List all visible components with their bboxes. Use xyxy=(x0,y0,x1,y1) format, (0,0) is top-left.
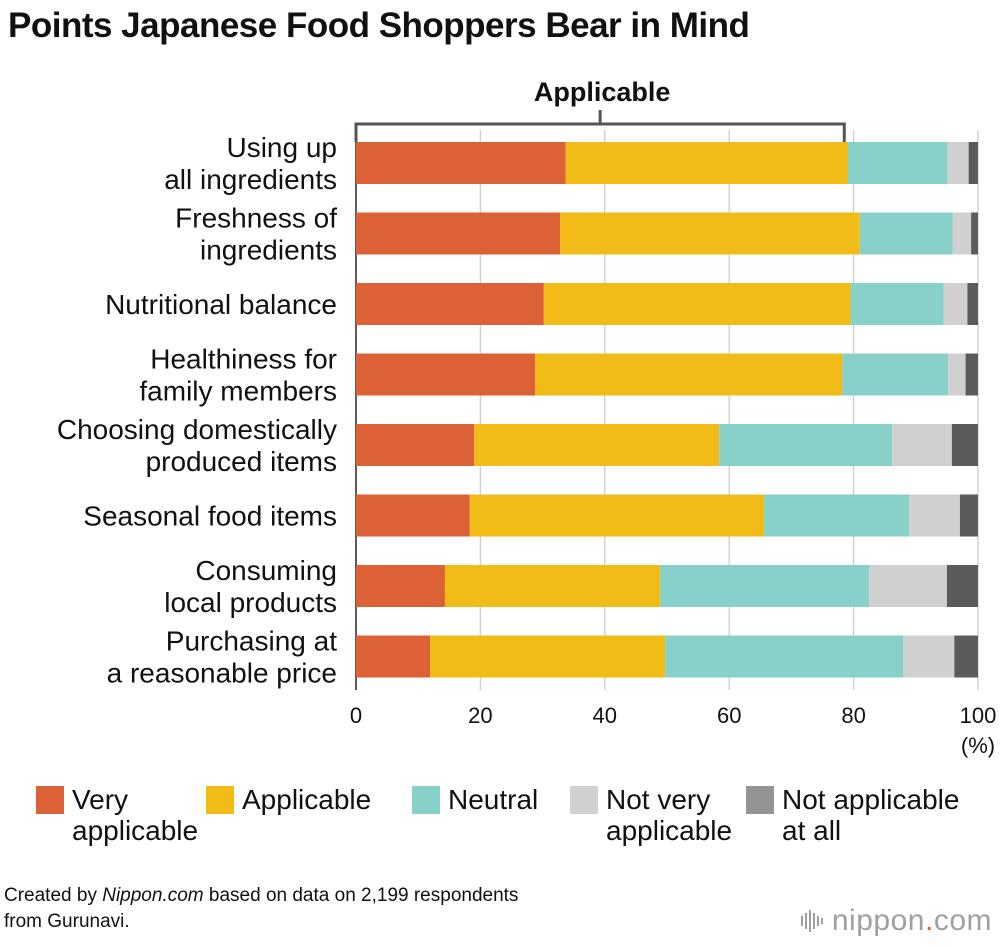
bar-segment xyxy=(665,635,904,678)
bar-segment xyxy=(947,142,969,184)
category-label: Seasonal food items xyxy=(83,501,337,532)
category-label: Healthiness for xyxy=(150,344,337,375)
source-prefix: Created by xyxy=(4,885,103,906)
category-label: produced items xyxy=(146,446,337,477)
legend-swatch xyxy=(36,786,64,814)
x-tick-label: 80 xyxy=(841,703,865,728)
legend-label: Very applicable xyxy=(72,784,199,846)
bar-segment xyxy=(842,353,949,396)
x-tick-label: 0 xyxy=(350,703,362,728)
bar-segment xyxy=(848,142,948,184)
bar-segment xyxy=(892,424,952,466)
source-site: Nippon.com xyxy=(102,885,204,906)
category-label: Freshness of xyxy=(175,203,337,234)
bar-segment xyxy=(719,424,893,466)
bar-segment xyxy=(356,353,536,396)
bar-segment xyxy=(356,494,470,537)
bar-segment xyxy=(430,635,666,678)
bar-segment xyxy=(967,283,978,325)
logo-dot: . xyxy=(924,904,934,937)
legend-label: Not very applicable xyxy=(606,784,733,846)
sound-wave-icon xyxy=(800,910,823,932)
category-label: a reasonable price xyxy=(107,658,337,689)
nippon-logo: nippon. com xyxy=(800,904,992,938)
applicable-bracket xyxy=(354,110,846,142)
source-suffix: based on data on 2,199 respondents xyxy=(203,885,519,906)
bar-segment xyxy=(951,424,978,466)
bar-segment xyxy=(469,494,765,537)
legend-swatch xyxy=(206,786,234,814)
x-tick-label: 100 xyxy=(960,703,997,728)
category-label: all ingredients xyxy=(164,164,337,195)
bar-segment xyxy=(356,142,566,184)
legend-label: Applicable xyxy=(242,784,372,815)
category-label: ingredients xyxy=(200,235,337,266)
source-note: Created by Nippon.com based on data on 2… xyxy=(4,883,518,935)
bar-segment xyxy=(764,494,909,537)
category-label: Choosing domestically xyxy=(57,414,337,445)
bar-segment xyxy=(356,565,445,607)
chart-legend: Very applicable Applicable Neutral Not very… xyxy=(0,784,1000,854)
bar-segment xyxy=(869,565,947,607)
bar-segment xyxy=(565,142,849,184)
legend-item: Not very applicable xyxy=(570,784,732,846)
legend-swatch xyxy=(412,786,440,814)
bar-segment xyxy=(356,283,544,325)
bar-segment xyxy=(859,212,953,255)
bar-segment xyxy=(660,565,870,607)
legend-swatch xyxy=(746,786,774,814)
bar-segment xyxy=(952,212,972,255)
bar-segment xyxy=(946,565,978,607)
legend-label: Not applicable at all xyxy=(782,784,960,846)
category-label: Purchasing at xyxy=(166,626,337,657)
x-unit-label: (%) xyxy=(961,733,995,758)
bar-segment xyxy=(543,283,851,325)
bar-segment xyxy=(560,212,860,255)
x-tick-label: 60 xyxy=(717,703,741,728)
category-label: Nutritional balance xyxy=(105,289,337,320)
logo-tld: com xyxy=(933,904,992,937)
legend-item: Applicable xyxy=(206,784,371,815)
x-tick-label: 40 xyxy=(593,703,617,728)
legend-swatch xyxy=(570,786,598,814)
chart-title: Points Japanese Food Shoppers Bear in Mi… xyxy=(8,6,750,45)
bar-segment xyxy=(903,635,955,678)
legend-item: Very applicable xyxy=(36,784,198,846)
bar-segment xyxy=(948,353,966,396)
bar-segment xyxy=(444,565,661,607)
bar-segment xyxy=(356,635,431,678)
bar-segment xyxy=(959,494,978,537)
bar-segment xyxy=(535,353,843,396)
bar-segment xyxy=(971,212,978,255)
bar-segment xyxy=(943,283,968,325)
category-label: Using up xyxy=(226,132,337,163)
bar-segment xyxy=(954,635,978,678)
bar-segment xyxy=(968,142,978,184)
bar-segment xyxy=(850,283,944,325)
legend-item: Not applicable at all xyxy=(746,784,959,846)
logo-name: nippon xyxy=(831,904,925,937)
bracket-label: Applicable xyxy=(534,77,671,107)
bar-segment xyxy=(965,353,978,396)
category-label: local products xyxy=(164,587,337,618)
bar-segment xyxy=(356,212,561,255)
bar-segment xyxy=(474,424,720,466)
category-label: family members xyxy=(139,376,337,407)
bar-segment xyxy=(908,494,960,537)
legend-item: Neutral xyxy=(412,784,538,815)
legend-label: Neutral xyxy=(448,784,539,815)
x-tick-label: 20 xyxy=(468,703,492,728)
category-label: Consuming xyxy=(195,555,337,586)
source-line-2: from Gurunavi. xyxy=(4,911,130,932)
bar-segment xyxy=(356,424,475,466)
